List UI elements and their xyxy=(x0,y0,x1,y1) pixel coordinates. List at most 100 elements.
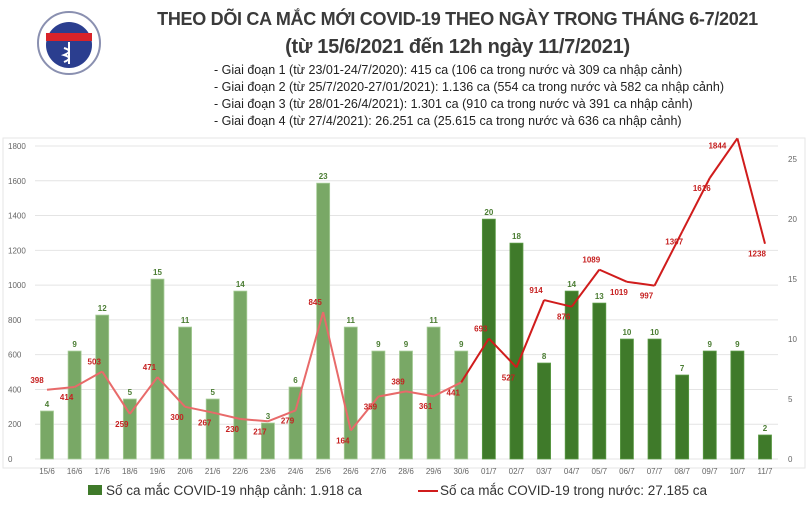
line-segment xyxy=(708,137,739,179)
x-tick-label: 29/6 xyxy=(426,467,442,476)
x-tick-label: 17/6 xyxy=(94,467,110,476)
line-segment xyxy=(322,311,352,431)
line-data-label: 398 xyxy=(30,376,44,385)
legend-bar: Số ca mắc COVID-19 nhập cảnh: 1.918 ca xyxy=(88,483,362,498)
line-data-label: 876 xyxy=(557,313,571,322)
bar xyxy=(122,398,137,460)
bar xyxy=(316,182,331,460)
bar xyxy=(233,290,248,460)
bar-data-label: 23 xyxy=(319,172,328,181)
x-tick-label: 07/7 xyxy=(647,467,663,476)
bar-data-label: 5 xyxy=(210,388,215,397)
bar xyxy=(702,350,717,460)
bar-data-label: 12 xyxy=(98,304,107,313)
x-tick-label: 02/7 xyxy=(509,467,525,476)
line-data-label: 414 xyxy=(60,393,74,402)
line-data-label: 997 xyxy=(640,292,654,301)
bar-data-label: 11 xyxy=(429,316,438,325)
line-segment xyxy=(736,138,766,244)
left-tick-label: 1800 xyxy=(8,142,26,151)
line-data-label: 527 xyxy=(502,373,516,382)
x-tick-label: 08/7 xyxy=(674,467,690,476)
x-tick-label: 05/7 xyxy=(592,467,608,476)
line-segment xyxy=(294,311,325,411)
bar xyxy=(620,338,634,460)
x-tick-label: 18/6 xyxy=(122,467,138,476)
line-data-label: 361 xyxy=(419,402,433,411)
bar-data-label: 9 xyxy=(376,340,381,349)
right-tick-label: 0 xyxy=(788,455,793,464)
bar-data-label: 3 xyxy=(266,412,271,421)
bar-data-label: 7 xyxy=(680,364,685,373)
legend-line-swatch xyxy=(418,490,438,493)
chart-subtitle: (từ 15/6/2021 đến 12h ngày 11/7/2021) xyxy=(285,36,630,58)
bar-data-label: 20 xyxy=(484,208,493,217)
line-data-label: 1307 xyxy=(665,238,683,247)
line-data-label: 1616 xyxy=(693,184,711,193)
line-data-label: 845 xyxy=(308,298,322,307)
plot-frame xyxy=(2,137,806,469)
line-segment xyxy=(598,268,628,283)
x-tick-label: 15/6 xyxy=(39,467,55,476)
line-segment xyxy=(515,299,546,368)
right-tick-label: 10 xyxy=(788,335,797,344)
line-segment xyxy=(653,231,684,287)
note-phase-3: - Giai đoạn 3 (từ 28/01-26/4/2021): 1.30… xyxy=(214,97,693,111)
right-tick-label: 25 xyxy=(788,155,797,164)
line-data-label: 914 xyxy=(529,286,543,295)
x-tick-label: 16/6 xyxy=(67,467,83,476)
line-data-label: 693 xyxy=(474,324,488,333)
bar xyxy=(67,350,82,460)
line-data-label: 259 xyxy=(115,420,129,429)
line-segment xyxy=(129,376,159,415)
line-segment xyxy=(212,411,241,420)
bar-data-label: 14 xyxy=(567,280,576,289)
left-tick-label: 200 xyxy=(8,420,22,429)
left-tick-label: 0 xyxy=(8,455,13,464)
legend-bar-swatch xyxy=(88,485,102,495)
bar xyxy=(758,434,772,460)
bar xyxy=(205,398,220,460)
bar-data-label: 9 xyxy=(404,340,409,349)
line-segment xyxy=(460,337,490,383)
line-segment xyxy=(405,390,434,398)
bar xyxy=(537,362,551,460)
x-tick-label: 28/6 xyxy=(398,467,414,476)
line-segment xyxy=(74,370,103,388)
bar-data-label: 10 xyxy=(622,328,631,337)
bar xyxy=(40,410,54,460)
x-tick-label: 06/7 xyxy=(619,467,635,476)
x-tick-label: 10/7 xyxy=(730,467,746,476)
line-segment xyxy=(488,337,518,369)
bar-data-label: 2 xyxy=(763,424,768,433)
bar-data-label: 10 xyxy=(650,328,659,337)
bar-data-label: 9 xyxy=(459,340,464,349)
line-data-label: 164 xyxy=(336,436,350,445)
note-phase-2: - Giai đoạn 2 (từ 25/7/2020-27/01/2021):… xyxy=(214,80,724,94)
line-segment xyxy=(543,299,572,308)
bar-data-label: 11 xyxy=(181,316,190,325)
bar-data-label: 11 xyxy=(347,316,356,325)
bar xyxy=(454,350,469,460)
bar xyxy=(399,350,413,460)
line-segment xyxy=(378,390,407,398)
right-tick-label: 20 xyxy=(788,215,797,224)
bar xyxy=(730,350,745,460)
note-phase-1: - Giai đoạn 1 (từ 23/01-24/7/2020): 415 … xyxy=(214,63,683,77)
legend-line-label: Số ca mắc COVID-19 trong nước: 27.185 ca xyxy=(440,483,708,498)
line-segment xyxy=(267,409,296,423)
bar xyxy=(564,290,579,460)
x-tick-label: 19/6 xyxy=(150,467,166,476)
left-tick-label: 800 xyxy=(8,316,22,325)
chart-title: THEO DÕI CA MẮC MỚI COVID-19 THEO NGÀY T… xyxy=(157,9,758,29)
x-tick-label: 22/6 xyxy=(233,467,249,476)
left-tick-label: 1600 xyxy=(8,177,26,186)
ministry-of-health-logo xyxy=(36,10,102,76)
line-segment xyxy=(570,269,601,308)
bar xyxy=(288,386,303,460)
x-tick-label: 26/6 xyxy=(343,467,359,476)
x-tick-label: 04/7 xyxy=(564,467,580,476)
bar xyxy=(95,314,110,460)
line-segment xyxy=(433,381,462,398)
